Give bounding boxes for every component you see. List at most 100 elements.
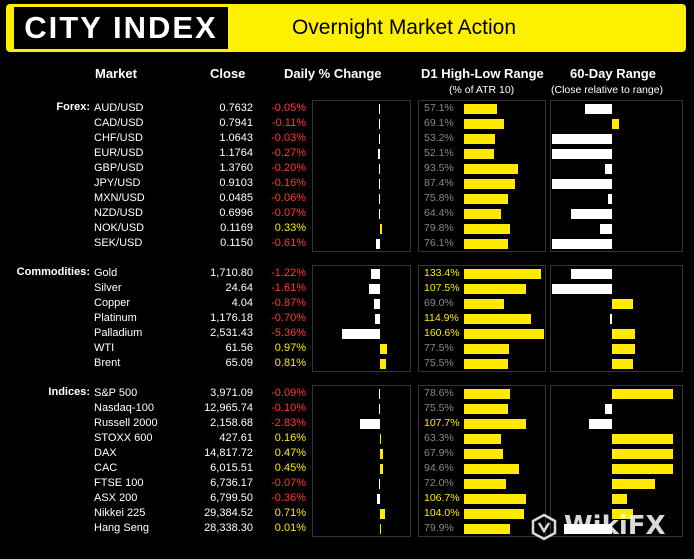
market-name: DAX [94, 447, 117, 459]
day60-range-bar [552, 149, 612, 159]
market-name: Nikkei 225 [94, 507, 146, 519]
daily-change-bar [379, 479, 380, 489]
close-value: 0.7941 [219, 117, 253, 129]
d1-range-bar [464, 149, 495, 159]
daily-change-box [312, 265, 411, 372]
d1-range-value: 67.9% [424, 447, 454, 459]
d1-range-value: 77.5% [424, 342, 454, 354]
close-value: 0.1150 [220, 237, 253, 249]
daily-change-bar [379, 389, 380, 399]
daily-change-value: -0.05% [271, 102, 306, 114]
market-name: Russell 2000 [94, 417, 158, 429]
d1-range-bar [464, 464, 519, 474]
daily-change-value: -2.83% [271, 417, 306, 429]
day60-range-box [550, 100, 683, 252]
daily-change-bar [360, 419, 380, 429]
d1-range-value: 106.7% [424, 492, 460, 504]
day60-range-bar [552, 179, 612, 189]
table-row: DAX 14,817.72 0.47% 67.9% [0, 446, 694, 461]
d1-range-bar [464, 329, 544, 339]
day60-range-bar [612, 509, 634, 519]
day60-range-bar [612, 119, 620, 129]
close-value: 1.3760 [219, 162, 253, 174]
daily-change-value: 0.71% [274, 507, 306, 519]
d1-range-bar [464, 269, 542, 279]
d1-range-value: 69.1% [424, 117, 454, 129]
market-name: Copper [94, 297, 131, 309]
d1-range-value: 94.6% [424, 462, 454, 474]
daily-change-box [312, 100, 411, 252]
market-name: STOXX 600 [94, 432, 153, 444]
market-name: NZD/USD [94, 207, 143, 219]
daily-change-value: 0.47% [274, 447, 306, 459]
d1-range-bar [464, 359, 508, 369]
close-value: 61.56 [225, 342, 253, 354]
day60-range-bar [588, 419, 612, 429]
close-value: 2,531.43 [210, 327, 253, 339]
d1-range-bar [464, 224, 511, 234]
daily-change-value: -0.27% [271, 147, 306, 159]
d1-range-value: 57.1% [424, 102, 454, 114]
day60-range-bar [552, 134, 612, 144]
daily-change-bar [380, 344, 387, 354]
day60-range-bar [612, 479, 655, 489]
col-header-60day-range: 60-Day Range [570, 66, 656, 81]
market-name: EUR/USD [94, 147, 144, 159]
daily-change-value: -0.07% [271, 477, 306, 489]
market-name: S&P 500 [94, 387, 138, 399]
d1-range-value: 75.8% [424, 192, 454, 204]
table-row: GBP/USD 1.3760 -0.20% 93.5% [0, 161, 694, 176]
day60-range-bar [612, 389, 673, 399]
d1-range-value: 93.5% [424, 162, 454, 174]
daily-change-value: -0.07% [271, 207, 306, 219]
table-row: Nasdaq-100 12,965.74 -0.10% 75.5% [0, 401, 694, 416]
market-name: CAD/USD [94, 117, 144, 129]
market-name: ASX 200 [94, 492, 138, 504]
close-value: 2,158.68 [210, 417, 253, 429]
d1-range-bar [464, 494, 526, 504]
d1-range-value: 75.5% [424, 402, 454, 414]
d1-range-bar [464, 479, 506, 489]
day60-range-bar [612, 434, 673, 444]
section-label: Commodities: [16, 266, 90, 278]
daily-change-box [312, 385, 411, 537]
day60-range-bar [612, 359, 634, 369]
section-label: Forex: [56, 101, 90, 113]
close-value: 65.09 [225, 357, 253, 369]
daily-change-bar [373, 299, 380, 309]
close-value: 1.0643 [219, 132, 253, 144]
d1-range-box [418, 265, 546, 372]
day60-range-bar [604, 404, 612, 414]
table-row: MXN/USD 0.0485 -0.06% 75.8% [0, 191, 694, 206]
day60-range-bar [612, 329, 636, 339]
daily-change-bar [380, 224, 383, 234]
market-name: JPY/USD [94, 177, 141, 189]
d1-range-bar [464, 449, 504, 459]
col-header-d1-range: D1 High-Low Range [421, 66, 544, 81]
market-name: Nasdaq-100 [94, 402, 154, 414]
page-title: Overnight Market Action [291, 16, 517, 39]
day60-range-bar [612, 464, 673, 474]
table-row: Gold 1,710.80 -1.22% 133.4% [0, 266, 694, 281]
close-value: 0.7632 [219, 102, 253, 114]
d1-range-value: 160.6% [424, 327, 460, 339]
d1-range-bar [464, 194, 508, 204]
daily-change-value: -0.06% [271, 192, 306, 204]
close-value: 12,965.74 [204, 402, 253, 414]
daily-change-value: 0.45% [274, 462, 306, 474]
daily-change-value: 0.81% [274, 357, 306, 369]
day60-range-bar [608, 194, 612, 204]
d1-range-value: 87.4% [424, 177, 454, 189]
day60-range-bar [584, 104, 612, 114]
day60-range-bar [570, 269, 612, 279]
d1-range-bar [464, 119, 505, 129]
table-row: Nikkei 225 29,384.52 0.71% 104.0% [0, 506, 694, 521]
daily-change-value: -1.61% [271, 282, 306, 294]
close-value: 427.61 [219, 432, 253, 444]
table-row: CHF/USD 1.0643 -0.03% 53.2% [0, 131, 694, 146]
close-value: 0.1169 [220, 222, 253, 234]
day60-range-bar [552, 284, 612, 294]
d1-range-value: 53.2% [424, 132, 454, 144]
day60-range-box [550, 385, 683, 537]
daily-change-value: -0.61% [271, 237, 306, 249]
